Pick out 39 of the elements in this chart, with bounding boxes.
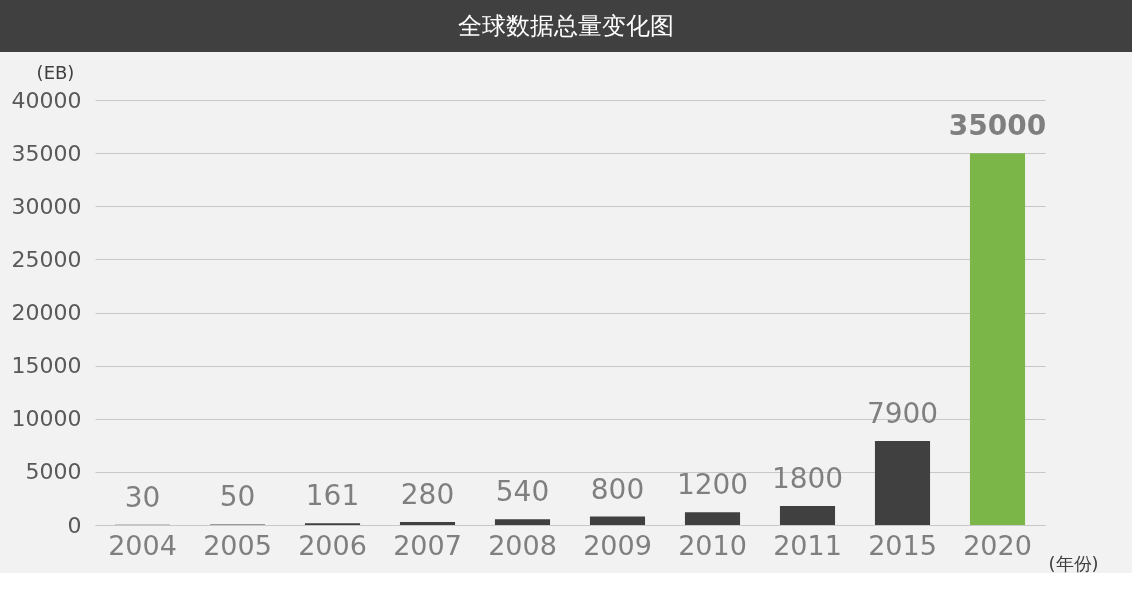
y-tick-label: 35000 [11,140,82,166]
y-axis-title: (EB) [36,61,75,83]
y-tick-label: 20000 [11,300,82,325]
chart-title: 全球数据总量变化图 [458,12,674,40]
y-tick-label: 15000 [11,353,82,379]
bar [494,519,551,525]
x-tick-label: 2010 [678,529,747,561]
x-tick-label: 2011 [773,529,842,561]
data-label: 1200 [676,468,749,502]
bar [969,153,1026,525]
data-label: 540 [495,475,550,509]
bar [874,441,931,525]
y-tick-label: 25000 [11,246,82,272]
bar [684,512,741,525]
x-tick-label: 2007 [393,529,462,561]
bar [399,522,456,525]
x-tick-label: 2008 [488,529,557,561]
data-label: 1800 [771,461,844,495]
data-label: 30 [124,480,161,514]
data-label: 280 [400,478,455,512]
bar [589,516,646,525]
x-tick-label: 2004 [108,529,177,561]
data-label: 7900 [866,397,939,431]
y-tick-label: 30000 [11,193,82,219]
x-tick-label: 2015 [868,529,937,561]
data-label: 50 [219,480,256,514]
x-axis-title: (年份) [1048,552,1099,574]
y-tick-label: 5000 [25,459,82,485]
data-label: 800 [590,472,645,506]
x-tick-label: 2005 [203,529,272,561]
y-tick-label: 40000 [11,87,82,113]
data-label: 161 [305,479,360,513]
bar [779,505,836,525]
data-label: 35000 [948,109,1047,143]
x-tick-label: 2009 [583,529,652,561]
x-tick-label: 2020 [963,529,1032,561]
x-tick-label: 2006 [298,529,367,561]
y-tick-label: 0 [67,512,82,538]
y-tick-label: 10000 [11,406,82,432]
